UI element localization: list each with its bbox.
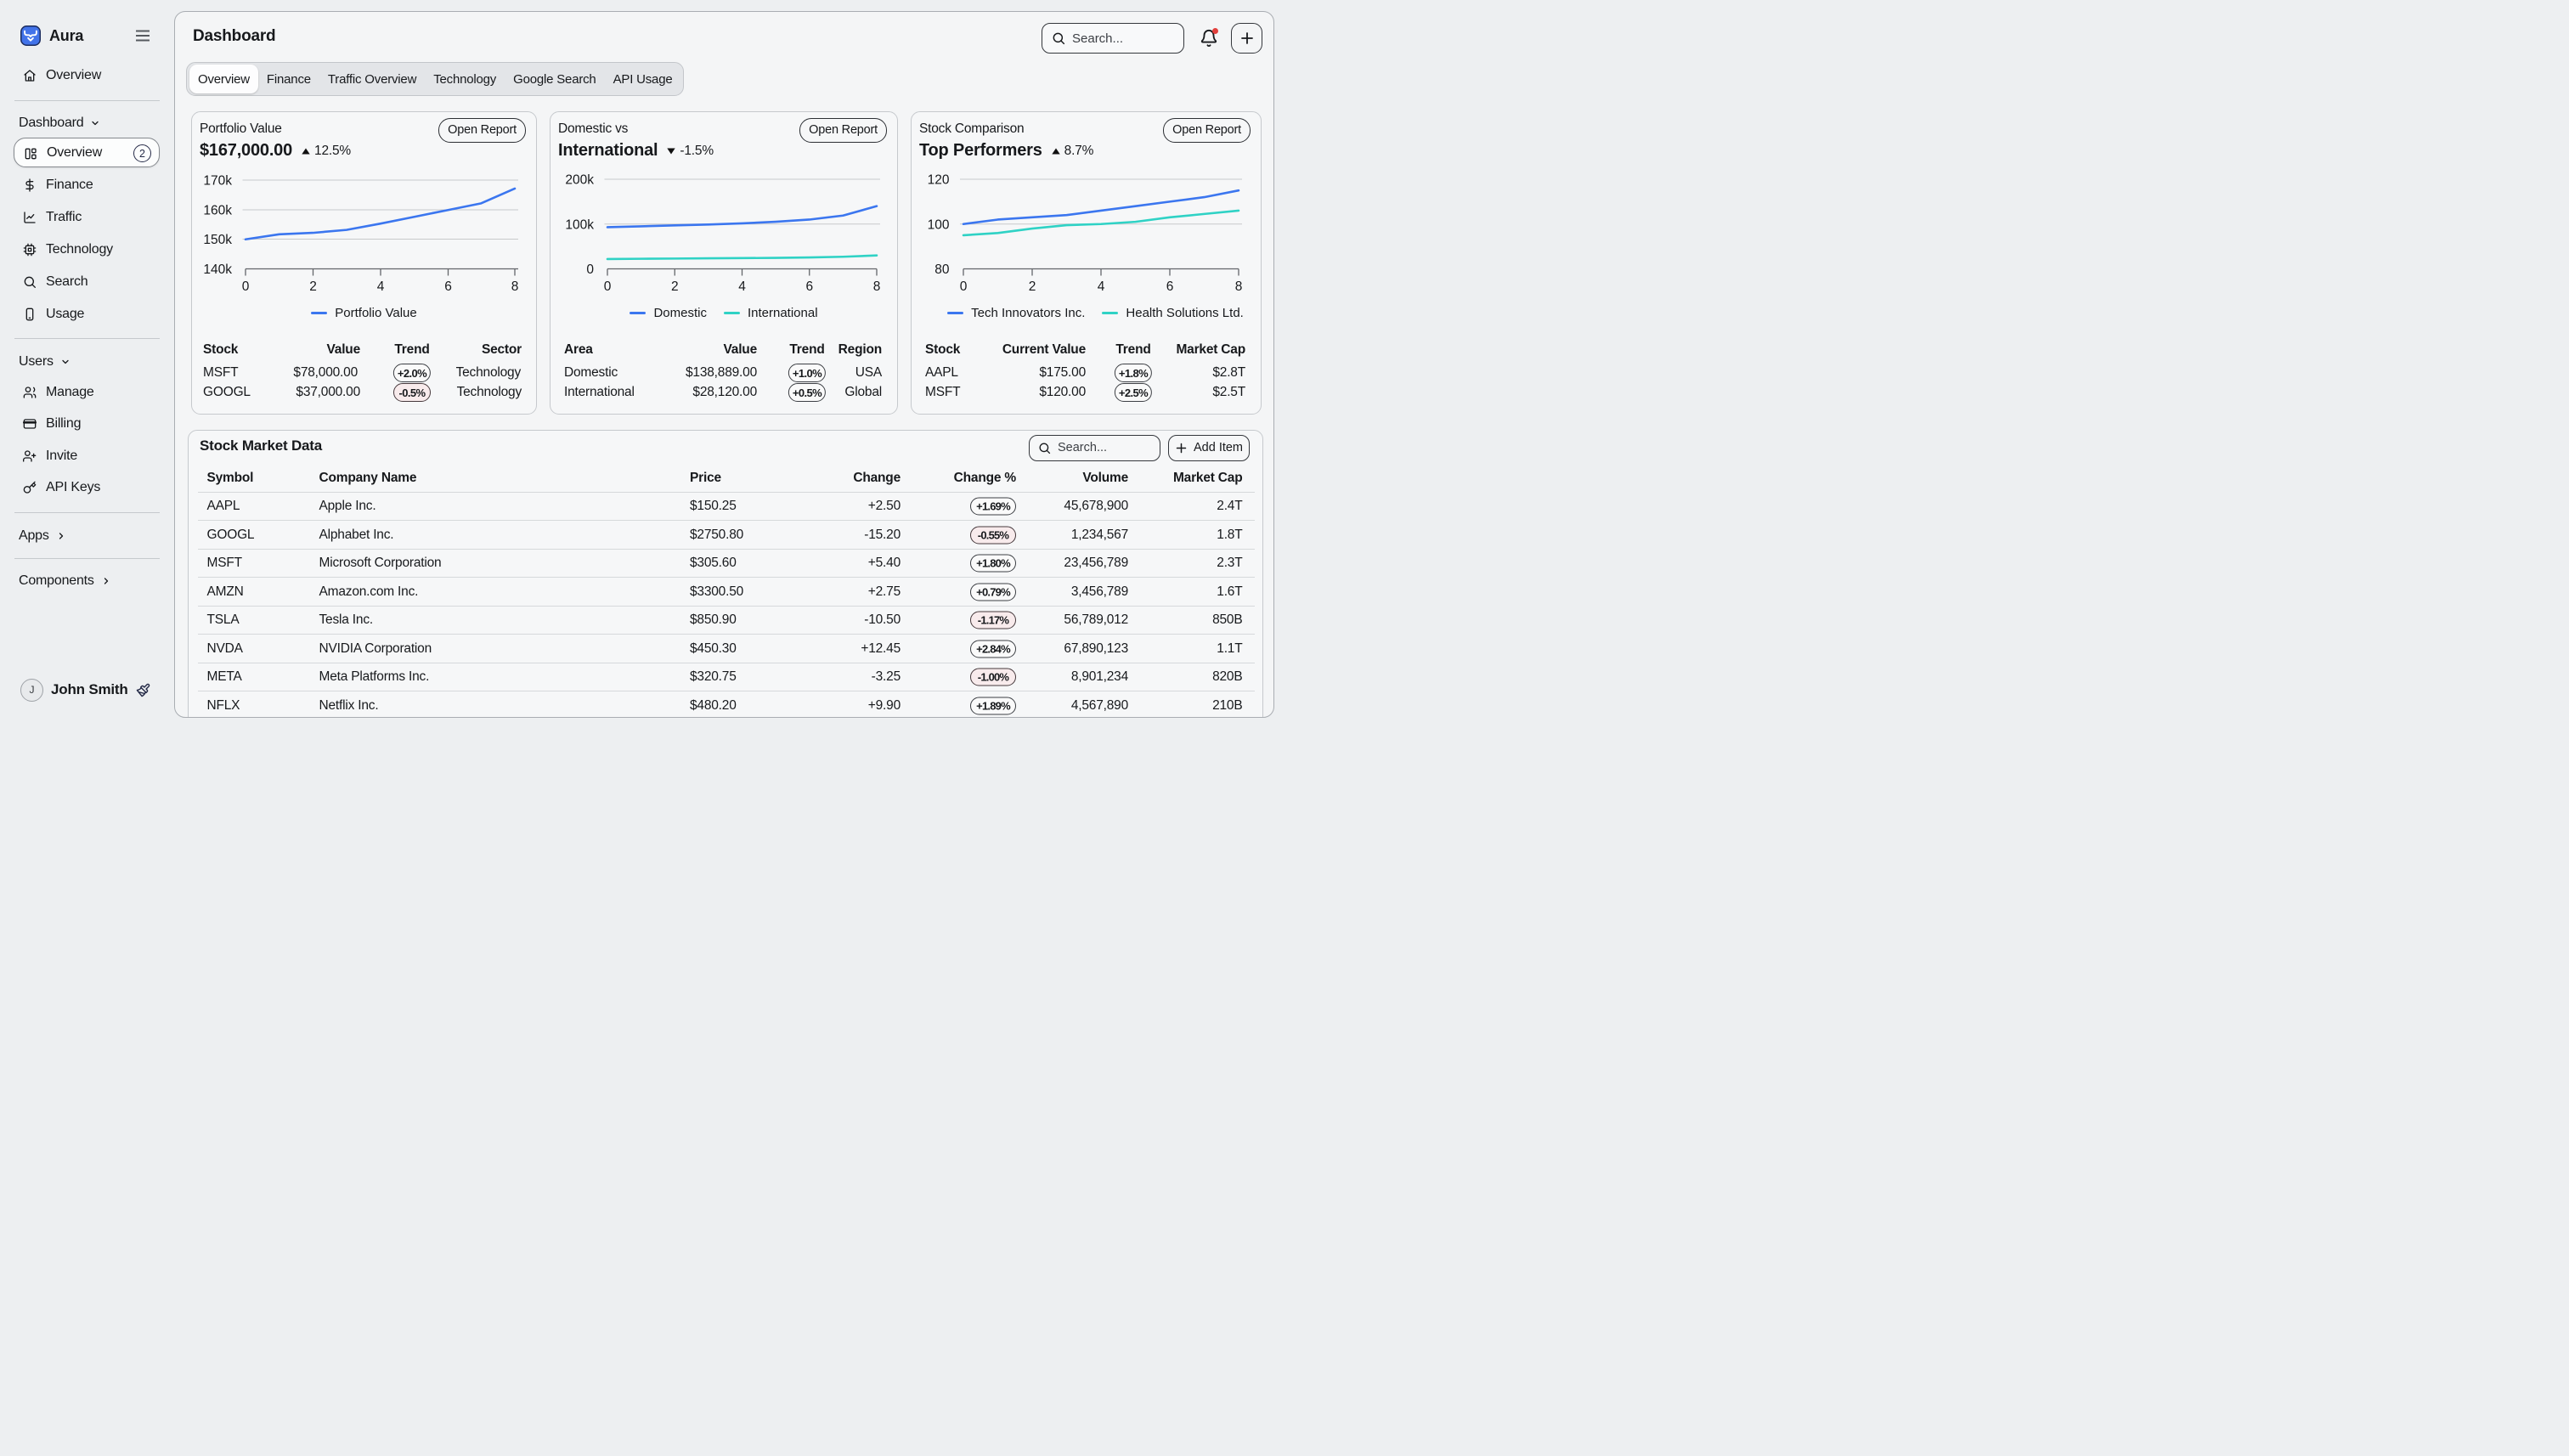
svg-text:0: 0 [960, 279, 968, 294]
svg-text:8: 8 [873, 279, 881, 294]
svg-text:4: 4 [738, 279, 746, 294]
svg-text:2: 2 [1029, 279, 1036, 294]
svg-text:6: 6 [444, 279, 452, 294]
svg-text:100k: 100k [565, 217, 594, 232]
svg-text:4: 4 [1098, 279, 1105, 294]
svg-text:0: 0 [586, 262, 594, 277]
svg-text:8: 8 [1235, 279, 1243, 294]
svg-text:6: 6 [1166, 279, 1174, 294]
svg-text:2: 2 [309, 279, 317, 294]
svg-text:0: 0 [242, 279, 250, 294]
svg-text:8: 8 [511, 279, 519, 294]
svg-text:2: 2 [671, 279, 679, 294]
svg-text:140k: 140k [203, 262, 232, 277]
svg-text:80: 80 [934, 262, 950, 277]
svg-text:0: 0 [604, 279, 612, 294]
svg-text:6: 6 [805, 279, 813, 294]
svg-text:100: 100 [928, 217, 950, 232]
svg-text:160k: 160k [203, 204, 232, 218]
svg-text:150k: 150k [203, 233, 232, 247]
svg-text:170k: 170k [203, 174, 232, 189]
svg-text:200k: 200k [565, 173, 594, 188]
svg-text:4: 4 [377, 279, 385, 294]
svg-text:120: 120 [928, 173, 950, 188]
